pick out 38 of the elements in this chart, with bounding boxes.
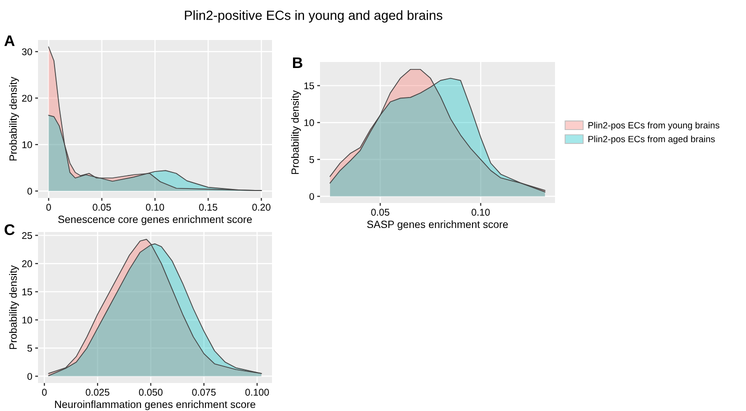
x-tick-label: 0.075 <box>192 388 216 396</box>
y-tick-label: 20 <box>22 260 32 268</box>
x-tick-label: 0.20 <box>252 204 270 211</box>
y-tick-label: 0 <box>27 188 32 195</box>
y-tick-label: 10 <box>22 141 32 148</box>
x-tick-label: 0.100 <box>245 388 269 396</box>
x-axis-title: Neuroinflammation genes enrichment score <box>55 400 256 410</box>
x-tick-label: 0 <box>46 204 51 211</box>
legend-label: Plin2-pos ECs from aged brains <box>588 136 715 144</box>
x-tick-label: 0.05 <box>371 208 390 216</box>
y-tick-label: 25 <box>22 232 32 239</box>
x-tick-label: 0.15 <box>199 204 218 211</box>
y-tick-label: 5 <box>27 344 32 352</box>
x-tick-label: 0.050 <box>138 388 163 396</box>
x-axis-title: Senescence core genes enrichment score <box>58 215 252 226</box>
text: C <box>4 224 15 236</box>
x-tick-label: 0.05 <box>92 204 111 211</box>
y-tick-label: 15 <box>304 82 314 90</box>
y-tick-label: 5 <box>309 156 314 164</box>
y-axis-title: Probability density <box>9 76 19 160</box>
x-tick-label: 0.10 <box>472 208 490 216</box>
y-axis-title: Probability density <box>291 90 301 174</box>
legend-label: Plin2-pos ECs from young brains <box>588 122 720 130</box>
text: Plin2-positive ECs in young and aged brains <box>184 10 442 23</box>
y-tick-label: 10 <box>304 119 314 126</box>
y-tick-label: 0 <box>27 372 32 380</box>
x-tick-label: 0.025 <box>86 388 110 396</box>
text: A <box>4 35 15 46</box>
y-tick-label: 30 <box>22 48 32 56</box>
y-axis-title: Probability density <box>9 265 19 349</box>
x-tick-label: 0 <box>42 388 47 396</box>
x-tick-label: 0.10 <box>146 204 164 211</box>
y-tick-label: 10 <box>22 316 32 324</box>
y-tick-label: 15 <box>22 288 32 296</box>
x-axis-title: SASP genes enrichment score <box>367 220 508 230</box>
y-tick-label: 20 <box>22 94 32 102</box>
y-tick-label: 0 <box>309 193 314 200</box>
text: B <box>293 57 302 68</box>
